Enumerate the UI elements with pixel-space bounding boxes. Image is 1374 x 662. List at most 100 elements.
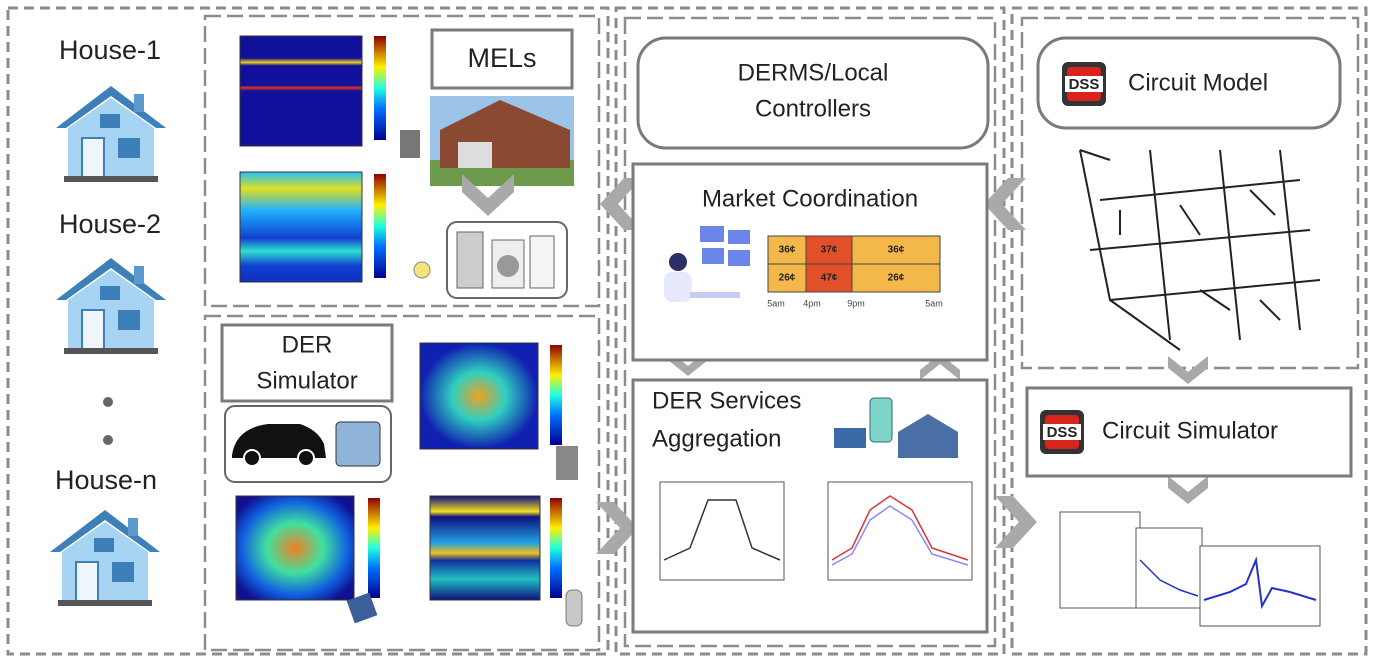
plot [659,481,785,581]
time-label: 5am [767,298,785,308]
heatmap [419,342,539,450]
price: 26¢ [779,273,796,284]
heatmap [429,495,541,601]
pv-icon [346,592,378,624]
heatmap [239,171,363,283]
der-simulator-label: Simulator [256,367,357,394]
price-cell [767,235,807,265]
mels-heatmaps [239,35,431,283]
network-bg [1055,136,1335,354]
mels-label: MELs [467,43,536,73]
plot-line [831,505,969,566]
plot-line [1139,559,1199,597]
garage [458,142,492,168]
der-simulator-box [220,323,394,403]
derms-box [636,36,990,150]
heatmap [235,495,355,601]
time-label: 4pm [803,298,821,308]
network-drawing [1055,136,1335,354]
plot-line [663,499,781,561]
price: 36¢ [779,245,796,256]
colorbar [368,498,380,598]
screen [702,248,724,264]
price: 26¢ [888,273,905,284]
solar-panel [834,428,866,448]
price-cell [805,235,853,265]
der-panel [203,314,601,652]
market-label: Market Coordination [702,185,918,212]
plot [1135,527,1203,609]
person-head [669,253,687,271]
circuit-model-label: Circuit Model [1128,69,1268,96]
washer-door [497,255,519,277]
appliance-icon [400,130,420,158]
der-heatmaps [235,342,583,627]
house-icon [49,509,161,607]
house-label: House-2 [59,209,161,239]
controllers-panel [614,6,1006,656]
house [898,414,958,458]
battery-icon [335,421,381,467]
ev-icon [232,424,326,458]
price-cell [805,263,853,293]
price-table: 36¢ 37¢ 36¢ 26¢ 47¢ 26¢ 5am 4pm 9pm 5am [767,235,943,308]
feeder-lines [1079,149,1321,351]
price-cell [851,235,941,265]
storage-illustration [834,397,958,458]
der-services-label: DER Services [652,387,801,414]
price: 37¢ [821,245,838,256]
hvac-icon [556,446,578,480]
price: 47¢ [821,273,838,284]
battery [869,397,893,443]
screen [728,250,750,266]
person-body [664,272,692,302]
circuit-simulator-label: Circuit Simulator [1102,417,1278,444]
house-column: House-1 House-2 House-n [49,35,167,607]
operator-illustration [664,226,750,302]
dss-icon-label: DSS [1069,76,1100,93]
ellipsis-dot [103,435,113,445]
down-arrow [1168,476,1208,504]
circuit-model-inner [1020,16,1360,370]
time-label: 9pm [847,298,865,308]
controllers-inner [623,16,997,648]
colorbar [374,174,386,278]
price: 36¢ [888,245,905,256]
laterals [1079,149,1281,321]
mels-panel [203,14,601,308]
screen [728,230,750,244]
plot-line [1203,556,1317,610]
dss-icon-label: DSS [1047,424,1078,441]
screen [700,226,724,242]
down-arrow [1168,356,1208,384]
plot-line [831,495,969,561]
houses-panel [6,6,610,656]
circuit-model-box [1036,36,1342,130]
water-heater-icon [565,589,583,627]
bulb-icon [413,261,431,279]
house-icon [55,257,167,355]
fridge [456,231,484,289]
wheel [297,449,315,467]
der-services-label: Aggregation [652,425,781,452]
house-label: House-1 [59,35,161,65]
colorbar [550,345,562,445]
colorbar [550,498,562,598]
derms-label: Controllers [755,95,871,122]
heater [529,235,555,289]
circuit-panel [1010,6,1368,656]
mels-box [430,28,574,90]
heatmap [239,35,363,147]
simulation-results [1059,511,1321,627]
right-arrow [995,496,1037,548]
wheel [243,449,261,467]
plot [827,481,973,581]
house-photo [430,96,574,186]
desk [690,292,740,298]
derms-label: DERMS/Local [738,59,889,86]
plot [1059,511,1141,609]
price-cell [851,263,941,293]
house-label: House-n [55,465,157,495]
colorbar [374,36,386,140]
der-simulator-label: DER [282,331,333,358]
